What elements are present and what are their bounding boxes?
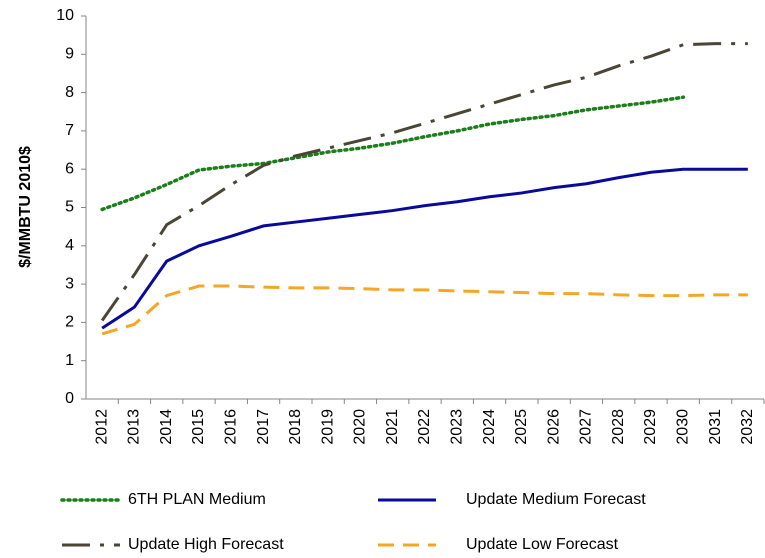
- y-tick-label: 0: [65, 390, 74, 407]
- x-tick-label: 2013: [126, 409, 143, 445]
- y-tick-label: 10: [56, 7, 74, 24]
- x-tick-label: 2015: [190, 409, 207, 445]
- x-tick-label: 2017: [255, 409, 272, 445]
- series-line: [100, 95, 686, 212]
- y-tick-label: 1: [65, 352, 74, 369]
- x-tick-label: 2021: [384, 409, 401, 445]
- y-tick-label: 6: [65, 160, 74, 177]
- y-tick-label: 2: [65, 314, 74, 331]
- x-tick-label: 2018: [287, 409, 304, 445]
- x-tick-label: 2020: [352, 409, 369, 445]
- legend-label: Update Medium Forecast: [466, 491, 646, 508]
- legend-label: Update Low Forecast: [466, 536, 619, 553]
- x-tick-label: 2022: [416, 409, 433, 445]
- y-tick-label: 4: [65, 237, 74, 254]
- x-tick-label: 2031: [707, 409, 724, 445]
- x-tick-label: 2029: [642, 409, 659, 445]
- y-tick-label: 5: [65, 199, 74, 216]
- x-tick-label: 2016: [223, 409, 240, 445]
- y-tick-label: 8: [65, 84, 74, 101]
- y-axis-label: $/MMBTU 2010$: [17, 146, 34, 268]
- x-tick-label: 2019: [319, 409, 336, 445]
- series-line: [101, 167, 748, 330]
- x-tick-label: 2024: [481, 409, 498, 445]
- x-tick-label: 2023: [449, 409, 466, 445]
- x-tick-label: 2028: [610, 409, 627, 445]
- y-tick-label: 9: [65, 46, 74, 63]
- series-line: [101, 284, 748, 336]
- x-tick-label: 2014: [158, 409, 175, 445]
- x-tick-label: 2026: [545, 409, 562, 445]
- legend-label: 6TH PLAN Medium: [128, 491, 266, 508]
- x-tick-label: 2032: [739, 409, 756, 445]
- x-tick-label: 2030: [675, 409, 692, 445]
- legend-label: Update High Forecast: [128, 536, 284, 553]
- x-tick-label: 2025: [513, 409, 530, 445]
- series-line: [100, 42, 748, 322]
- y-tick-label: 3: [65, 275, 74, 292]
- x-tick-label: 2012: [93, 409, 110, 445]
- x-tick-label: 2027: [578, 409, 595, 445]
- y-tick-label: 7: [65, 122, 74, 139]
